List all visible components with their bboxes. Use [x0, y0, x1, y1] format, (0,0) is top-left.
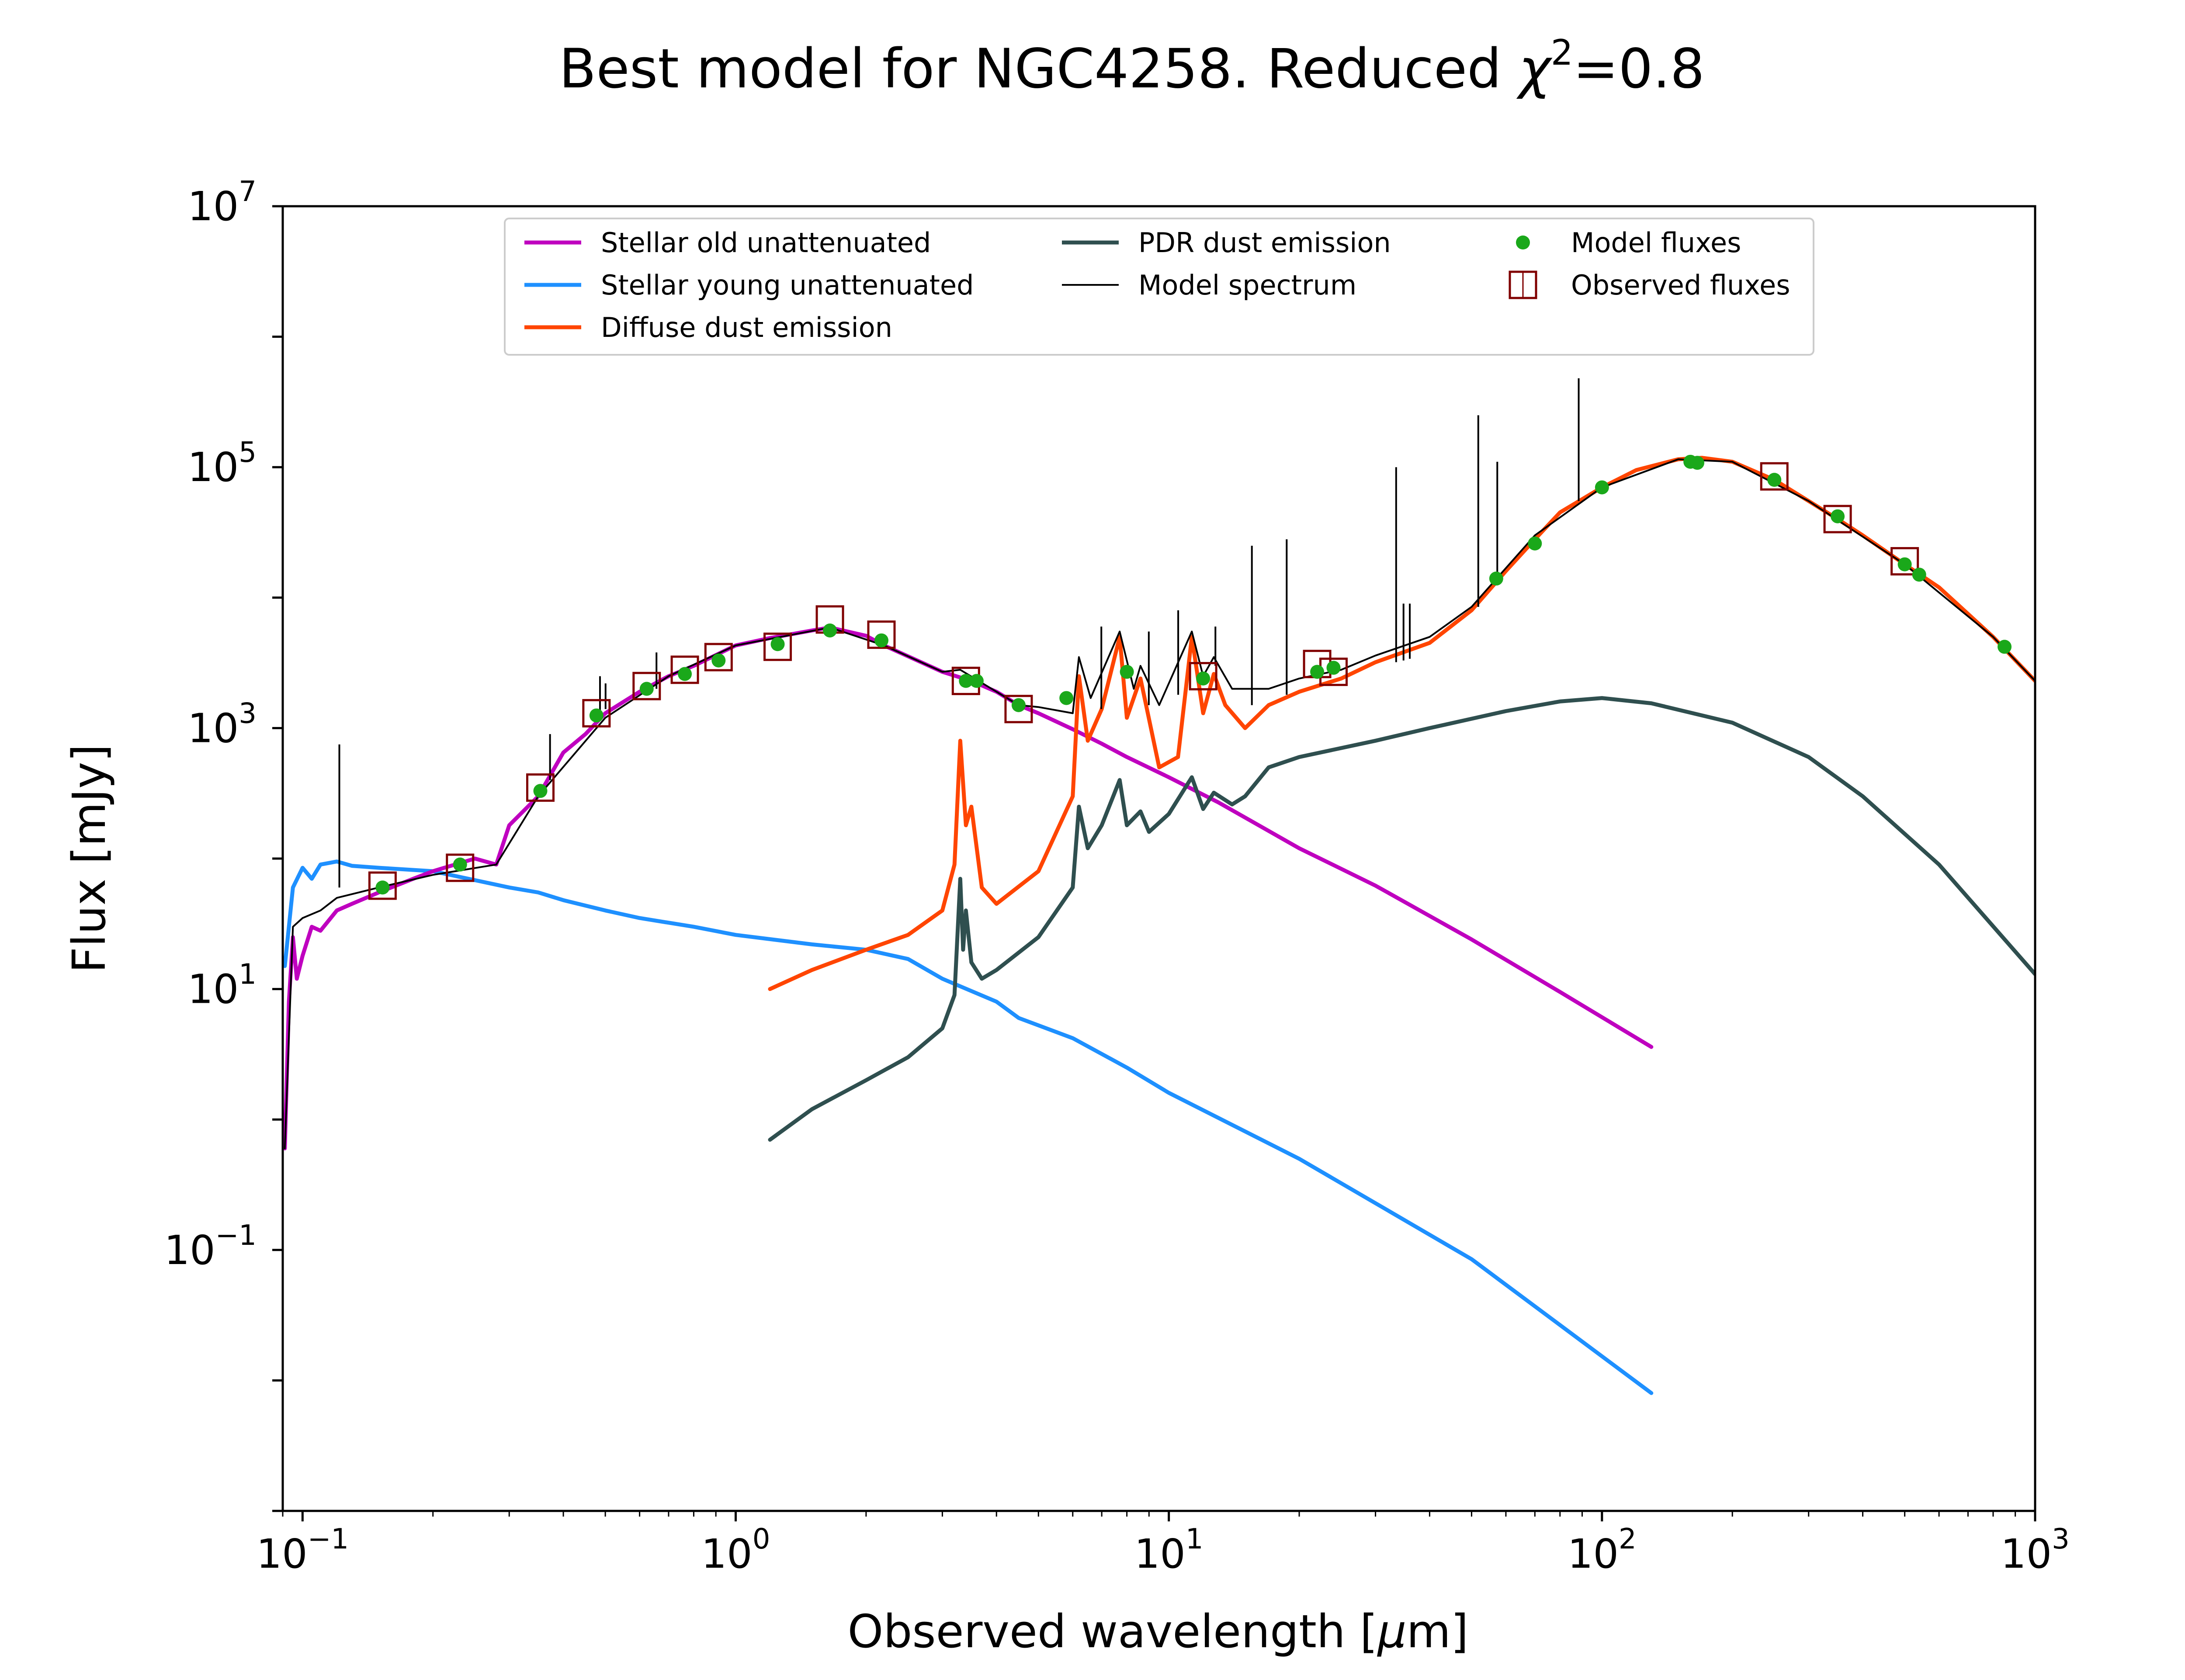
legend-item-4: Model spectrum [1062, 269, 1356, 301]
y-tick-label-1: 101 [187, 959, 257, 1013]
model-flux-marker-1 [453, 857, 467, 872]
model-flux-marker-6 [711, 653, 726, 668]
x-axis-label-post: m] [1407, 1605, 1469, 1658]
model-flux-marker-14 [1120, 665, 1134, 679]
observed-flux-marker-0 [368, 871, 397, 900]
legend-item-6: Observed fluxes [1509, 269, 1790, 301]
legend-item-3: PDR dust emission [1062, 227, 1391, 259]
model-flux-marker-5 [678, 667, 692, 681]
legend-label-4: Model spectrum [1138, 269, 1356, 301]
model-flux-marker-23 [1767, 473, 1782, 487]
title-chi: χ [1516, 38, 1553, 100]
legend-item-2: Diffuse dust emission [524, 312, 892, 343]
x-tick-label-2: 101 [1134, 1523, 1203, 1577]
legend-label-3: PDR dust emission [1138, 227, 1391, 259]
observed-flux-marker-16 [1823, 505, 1852, 533]
model-flux-marker-11 [969, 674, 984, 688]
series-line-1 [283, 859, 1654, 1395]
chart-title: Best model for NGC4258. Reduced χ2=0.8 [559, 32, 1704, 100]
title-tail: =0.8 [1573, 38, 1705, 100]
x-axis-label: Observed wavelength [μm] [848, 1605, 1469, 1658]
observed-flux-marker-17 [1890, 547, 1919, 576]
legend-item-5: Model fluxes [1516, 227, 1741, 259]
legend-label-1: Stellar young unattenuated [601, 269, 974, 301]
legend-label-0: Stellar old unattenuated [601, 227, 931, 259]
legend-item-1: Stellar young unattenuated [524, 269, 974, 301]
model-flux-marker-10 [959, 674, 973, 688]
legend-box [504, 218, 1814, 356]
legend-item-0: Stellar old unattenuated [524, 227, 931, 259]
series-line-0 [283, 625, 1654, 1150]
x-tick-label-3: 102 [1568, 1523, 1637, 1577]
model-flux-marker-20 [1595, 480, 1609, 495]
series-line-4 [284, 458, 2035, 1150]
model-flux-marker-25 [1897, 557, 1912, 572]
title-sup: 2 [1551, 32, 1573, 73]
observed-flux-marker-9 [867, 620, 896, 649]
observed-flux-marker-12 [1189, 662, 1217, 691]
legend-label-2: Diffuse dust emission [601, 312, 892, 343]
model-flux-marker-12 [1011, 698, 1026, 712]
plot-frame [281, 205, 2036, 1512]
observed-flux-marker-2 [526, 773, 555, 802]
model-flux-marker-3 [589, 708, 603, 723]
model-flux-marker-4 [639, 682, 654, 696]
model-flux-marker-15 [1196, 671, 1210, 686]
model-flux-marker-13 [1059, 691, 1074, 705]
model-flux-marker-18 [1489, 572, 1503, 586]
model-flux-marker-0 [375, 880, 390, 895]
x-axis-label-mu: μ [1377, 1605, 1406, 1658]
model-flux-marker-17 [1326, 661, 1341, 675]
axes-layer: 10−1 100 101 102 103 10−1 101 103 105 107 [164, 176, 2070, 1577]
model-flux-marker-19 [1528, 536, 1542, 551]
observed-flux-marker-4 [632, 672, 661, 700]
legend-label-5: Model fluxes [1571, 227, 1741, 259]
emission-lines-layer [338, 378, 1580, 888]
y-tick-label-4: 107 [187, 176, 257, 230]
legend: Stellar old unattenuated Stellar young un… [504, 218, 1814, 356]
model-flux-marker-2 [533, 784, 548, 798]
model-flux-marker-16 [1310, 665, 1325, 679]
model-flux-marker-8 [823, 623, 837, 637]
y-tick-label-2: 103 [187, 697, 257, 752]
title-main: Best model for NGC4258. Reduced [559, 38, 1519, 100]
legend-label-6: Observed fluxes [1571, 269, 1790, 301]
y-axis-label: Flux [mJy] [62, 744, 116, 973]
observed-flux-marker-7 [763, 632, 792, 661]
x-axis-label-pre: Observed wavelength [ [848, 1605, 1378, 1658]
y-tick-label-0: 10−1 [164, 1219, 257, 1274]
legend-swatch-5 [1516, 236, 1530, 249]
model-flux-marker-24 [1831, 509, 1845, 523]
model-flux-marker-27 [1998, 640, 2012, 654]
markers-layer [368, 454, 2012, 900]
x-tick-label-0: 10−1 [257, 1523, 349, 1577]
observed-flux-marker-6 [704, 643, 733, 672]
model-flux-marker-9 [874, 633, 889, 648]
series-line-3 [768, 696, 2035, 1142]
observed-flux-marker-1 [446, 853, 475, 882]
x-tick-label-4: 103 [2001, 1523, 2070, 1577]
observed-flux-marker-15 [1760, 462, 1789, 491]
observed-flux-marker-3 [582, 699, 611, 727]
series-layer [283, 456, 2035, 1395]
model-flux-marker-22 [1690, 456, 1705, 470]
y-tick-label-3: 105 [187, 436, 257, 491]
x-tick-label-1: 100 [701, 1523, 770, 1577]
model-flux-marker-26 [1912, 568, 1926, 582]
model-flux-marker-7 [770, 637, 785, 651]
observed-flux-marker-11 [1004, 695, 1033, 724]
observed-flux-marker-5 [670, 655, 699, 684]
legend-items: Stellar old unattenuated Stellar young un… [524, 227, 1790, 343]
